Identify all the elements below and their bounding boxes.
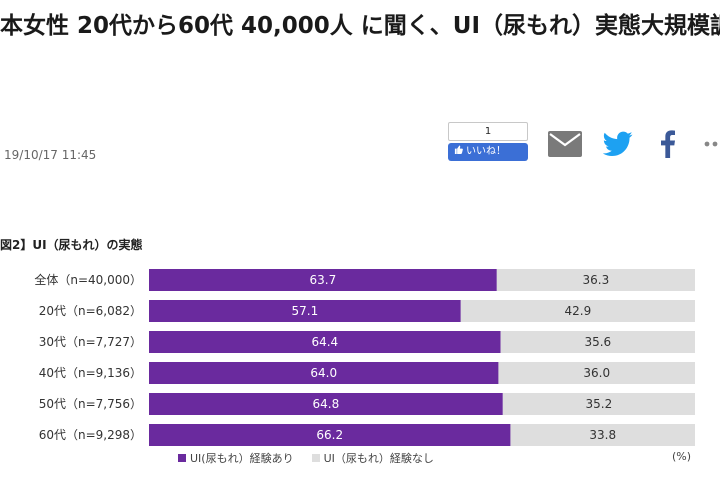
data-label: 42.9: [565, 304, 592, 318]
legend-item: UI(尿もれ）経験あり: [178, 450, 294, 466]
legend-swatch-no: [311, 454, 320, 462]
data-label: 35.2: [586, 397, 613, 411]
category-label: 40代（n=9,136）: [39, 366, 142, 380]
data-label: 66.2: [316, 428, 343, 442]
more-icon: [704, 141, 718, 147]
data-label: 64.8: [313, 397, 340, 411]
data-label: 33.8: [589, 428, 616, 442]
data-label: 36.3: [583, 273, 610, 287]
like-button[interactable]: いいね！: [448, 143, 528, 161]
like-widget[interactable]: 1 いいね！: [448, 122, 528, 161]
category-label: 全体（n=40,000）: [34, 272, 142, 287]
twitter-icon: [603, 131, 633, 156]
facebook-share-button[interactable]: [656, 128, 680, 160]
mail-share-button[interactable]: [548, 128, 582, 160]
bar-ui-yes: [149, 331, 501, 353]
data-label: 64.4: [311, 335, 338, 349]
bar-ui-no: [500, 331, 695, 353]
stacked-bar-chart: 全体（n=40,000） 63.7 36.3 20代（n=6,082） 57.1 42.9…: [34, 269, 695, 446]
thumbs-up-icon: [454, 143, 463, 161]
chart-legend: UI(尿もれ）経験あり UI（尿もれ）経験なし: [178, 450, 434, 466]
data-label: 64.0: [310, 366, 337, 380]
category-label: 60代（n=9,298）: [39, 428, 142, 442]
mail-icon: [548, 131, 582, 157]
category-label: 20代（n=6,082）: [39, 304, 142, 318]
bar-ui-no: [510, 424, 695, 446]
facebook-icon: [661, 130, 675, 158]
legend-label-yes: UI(尿もれ）経験あり: [190, 452, 294, 465]
bar-ui-yes: [149, 362, 499, 384]
data-label: 36.0: [583, 366, 610, 380]
bar-ui-yes: [149, 393, 503, 415]
category-label: 30代（n=7,727）: [39, 335, 142, 349]
bar-ui-no: [502, 393, 695, 415]
bar-ui-yes: [149, 424, 511, 446]
bar-ui-no: [498, 362, 695, 384]
publish-date: 19/10/17 11:45: [4, 148, 97, 162]
bar-ui-no: [496, 269, 695, 291]
like-label: いいね！: [466, 146, 506, 157]
legend-label-no: UI（尿もれ）経験なし: [323, 452, 434, 465]
more-share-button[interactable]: [704, 128, 720, 160]
chart-title: 図2】UI（尿もれ）の実態: [0, 238, 143, 252]
article-headline: 本女性 20代から60代 40,000人 に聞く、UI（尿もれ）実態大規模調: [0, 13, 720, 39]
legend-swatch-yes: [178, 454, 186, 462]
unit-label: (%): [672, 450, 692, 463]
like-count: 1: [448, 122, 528, 141]
bar-ui-yes: [149, 300, 461, 322]
twitter-share-button[interactable]: [602, 128, 634, 160]
category-label: 50代（n=7,756）: [39, 397, 142, 411]
bar-ui-yes: [149, 269, 497, 291]
data-label: 35.6: [584, 335, 611, 349]
data-label: 63.7: [310, 273, 337, 287]
bar-ui-no: [460, 300, 695, 322]
legend-item: UI（尿もれ）経験なし: [311, 450, 434, 466]
data-label: 57.1: [292, 304, 319, 318]
